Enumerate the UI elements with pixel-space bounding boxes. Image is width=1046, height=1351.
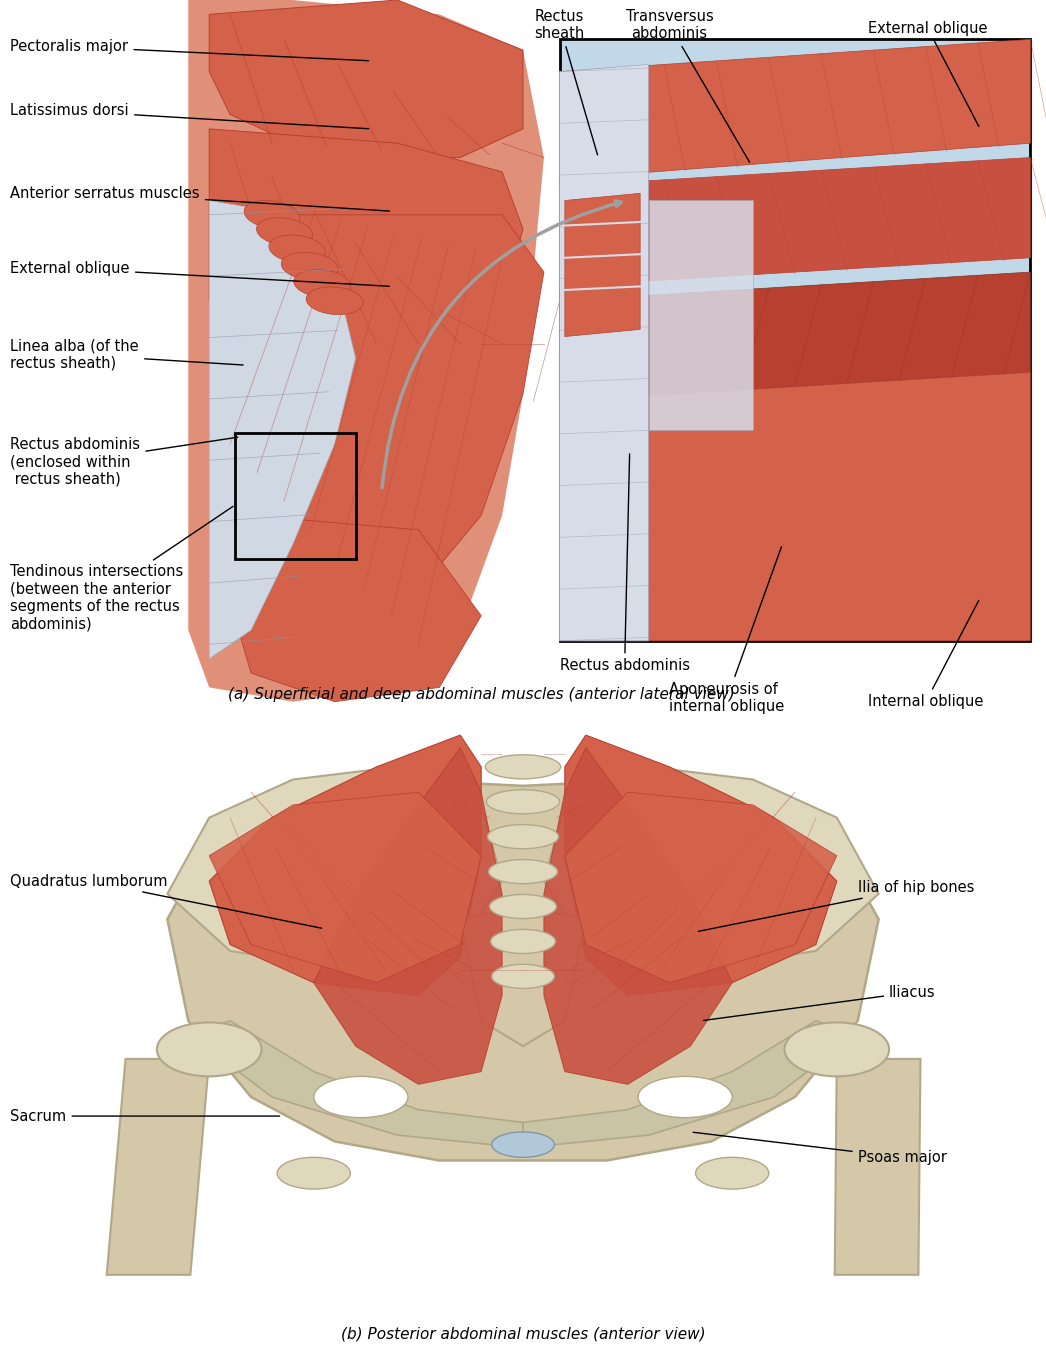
Polygon shape bbox=[544, 767, 879, 970]
Ellipse shape bbox=[294, 270, 350, 297]
Ellipse shape bbox=[269, 235, 325, 263]
Polygon shape bbox=[107, 1059, 209, 1275]
Ellipse shape bbox=[492, 965, 554, 989]
Text: Linea alba (of the
rectus sheath): Linea alba (of the rectus sheath) bbox=[10, 338, 243, 370]
Polygon shape bbox=[167, 780, 879, 1161]
Polygon shape bbox=[188, 0, 544, 701]
Ellipse shape bbox=[638, 1077, 732, 1117]
Polygon shape bbox=[565, 735, 837, 996]
Text: (b) Posterior abdominal muscles (anterior view): (b) Posterior abdominal muscles (anterio… bbox=[341, 1327, 705, 1342]
Text: Iliacus: Iliacus bbox=[704, 985, 936, 1020]
Ellipse shape bbox=[486, 790, 560, 813]
Polygon shape bbox=[649, 200, 753, 430]
Text: Rectus abdominis: Rectus abdominis bbox=[560, 454, 689, 673]
Polygon shape bbox=[560, 272, 1030, 401]
Ellipse shape bbox=[314, 1077, 408, 1117]
Text: Internal oblique: Internal oblique bbox=[868, 600, 983, 709]
Text: Sacrum: Sacrum bbox=[10, 1109, 279, 1124]
Ellipse shape bbox=[244, 200, 300, 230]
Ellipse shape bbox=[492, 1132, 554, 1158]
Bar bbox=[235, 434, 356, 558]
Text: Ilia of hip bones: Ilia of hip bones bbox=[699, 880, 974, 931]
Polygon shape bbox=[209, 200, 356, 659]
Ellipse shape bbox=[277, 1158, 350, 1189]
Polygon shape bbox=[560, 65, 649, 640]
Text: External oblique: External oblique bbox=[868, 22, 987, 127]
Text: Rectus abdominis
(enclosed within
 rectus sheath): Rectus abdominis (enclosed within rectus… bbox=[10, 436, 237, 486]
Ellipse shape bbox=[157, 1023, 262, 1077]
Text: Rectus
sheath: Rectus sheath bbox=[535, 9, 597, 155]
Polygon shape bbox=[560, 39, 1030, 180]
Polygon shape bbox=[209, 735, 481, 996]
Polygon shape bbox=[272, 215, 544, 659]
Bar bbox=[560, 39, 1030, 640]
Polygon shape bbox=[167, 767, 502, 970]
Polygon shape bbox=[460, 907, 586, 1046]
Text: Anterior serratus muscles: Anterior serratus muscles bbox=[10, 186, 389, 211]
Text: Psoas major: Psoas major bbox=[693, 1132, 947, 1165]
Polygon shape bbox=[560, 373, 1030, 640]
Ellipse shape bbox=[281, 253, 338, 281]
Text: External oblique: External oblique bbox=[10, 261, 389, 286]
Ellipse shape bbox=[784, 1023, 889, 1077]
Ellipse shape bbox=[491, 929, 555, 954]
Polygon shape bbox=[209, 128, 523, 358]
Text: Quadratus lumborum: Quadratus lumborum bbox=[10, 874, 321, 928]
Polygon shape bbox=[209, 0, 523, 158]
Polygon shape bbox=[565, 792, 837, 982]
Polygon shape bbox=[314, 748, 502, 1085]
Polygon shape bbox=[523, 1021, 858, 1148]
Polygon shape bbox=[560, 158, 1030, 286]
Polygon shape bbox=[230, 516, 481, 701]
Text: Pectoralis major: Pectoralis major bbox=[10, 39, 368, 61]
Polygon shape bbox=[544, 748, 732, 1085]
Text: Tendinous intersections
(between the anterior
segments of the rectus
abdominis): Tendinous intersections (between the ant… bbox=[10, 507, 233, 631]
Ellipse shape bbox=[488, 859, 558, 884]
Ellipse shape bbox=[696, 1158, 769, 1189]
Text: (a) Superficial and deep abdominal muscles (anterior lateral view): (a) Superficial and deep abdominal muscl… bbox=[228, 686, 734, 701]
Polygon shape bbox=[835, 1059, 920, 1275]
Polygon shape bbox=[209, 792, 481, 982]
Ellipse shape bbox=[487, 824, 559, 848]
Polygon shape bbox=[565, 193, 640, 336]
Text: Aponeurosis of
internal oblique: Aponeurosis of internal oblique bbox=[669, 547, 784, 715]
Polygon shape bbox=[188, 1021, 523, 1148]
Ellipse shape bbox=[490, 894, 556, 919]
Text: Latissimus dorsi: Latissimus dorsi bbox=[10, 104, 368, 128]
Text: Transversus
abdominis: Transversus abdominis bbox=[626, 9, 750, 162]
Ellipse shape bbox=[256, 218, 313, 246]
Ellipse shape bbox=[485, 755, 561, 780]
Ellipse shape bbox=[306, 286, 363, 315]
